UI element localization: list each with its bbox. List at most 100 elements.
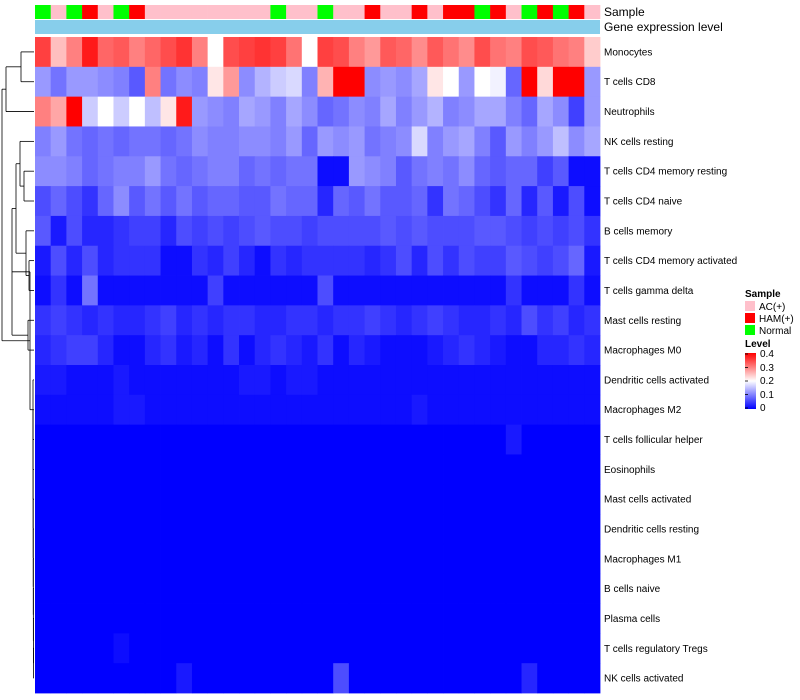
heatmap-cell <box>144 424 161 455</box>
heatmap-cell <box>395 305 413 336</box>
heatmap-cell <box>113 66 130 98</box>
heatmap-cell <box>333 156 350 187</box>
heatmap-cell <box>286 543 303 575</box>
heatmap-cell <box>82 365 99 396</box>
heatmap-cells <box>35 37 601 694</box>
heatmap-cell <box>207 275 224 306</box>
heatmap-cell <box>286 484 303 515</box>
heatmap-cell <box>411 365 428 396</box>
heatmap-cell <box>317 573 334 604</box>
heatmap-cell <box>50 275 67 306</box>
heatmap-cell <box>301 573 318 604</box>
heatmap-cell <box>380 394 397 426</box>
heatmap-cell <box>584 514 601 545</box>
heatmap-cell <box>207 335 224 366</box>
heatmap-cell <box>66 186 83 217</box>
heatmap-cell <box>82 514 99 545</box>
sample-annotation-cell <box>301 5 318 19</box>
heatmap-cell <box>82 156 99 187</box>
heatmap-cell <box>254 305 271 336</box>
heatmap-cell <box>191 543 209 575</box>
heatmap-cell <box>223 365 240 396</box>
legend-label-ham: HAM(+) <box>759 314 794 325</box>
heatmap-cell <box>223 156 240 187</box>
heatmap-cell <box>474 573 491 604</box>
heatmap-cell <box>552 335 570 366</box>
heatmap-cell <box>113 394 130 426</box>
heatmap-cell <box>66 96 83 127</box>
heatmap-cell <box>380 424 397 455</box>
heatmap-cell <box>537 454 554 485</box>
heatmap-cell <box>317 335 334 366</box>
heatmap-cell <box>458 603 475 634</box>
heatmap-cell <box>458 573 475 604</box>
heatmap-cell <box>552 245 570 276</box>
heatmap-cell <box>443 365 460 396</box>
heatmap-cell <box>113 275 130 306</box>
heatmap-cell <box>490 633 507 664</box>
heatmap-cell <box>584 603 601 634</box>
heatmap-cell <box>160 66 177 98</box>
heatmap-cell <box>207 245 224 276</box>
heatmap-cell <box>364 66 381 98</box>
heatmap-cell <box>207 424 224 455</box>
heatmap-cell <box>97 37 114 68</box>
heatmap-cell <box>552 186 570 217</box>
heatmap-cell <box>223 305 240 336</box>
heatmap-cell <box>113 37 130 68</box>
heatmap-cell <box>207 365 224 396</box>
heatmap-cell <box>458 37 475 68</box>
level-tick-0-2: 0.2 <box>760 376 774 387</box>
row-label: B cells memory <box>604 226 672 237</box>
sample-annotation-cell <box>395 5 412 19</box>
heatmap-cell <box>521 484 538 515</box>
heatmap-cell <box>333 275 350 306</box>
heatmap-cell <box>207 186 224 217</box>
heatmap-cell <box>301 633 318 664</box>
heatmap-cell <box>144 126 161 157</box>
heatmap-cell <box>427 603 444 634</box>
heatmap-cell <box>411 573 428 604</box>
sample-annotation-cell <box>97 5 114 19</box>
heatmap-cell <box>505 37 522 68</box>
heatmap-cell <box>317 365 334 396</box>
heatmap-cell <box>568 215 585 247</box>
heatmap-cell <box>301 305 318 336</box>
sample-annotation-cell <box>333 5 350 19</box>
heatmap-cell <box>552 215 570 247</box>
heatmap-cell <box>286 66 303 98</box>
heatmap-cell <box>50 126 67 157</box>
heatmap-cell <box>160 305 177 336</box>
heatmap-cell <box>584 484 601 515</box>
heatmap-cell <box>411 156 428 187</box>
heatmap-cell <box>239 156 256 187</box>
heatmap-cell <box>443 37 460 68</box>
heatmap-cell <box>474 424 491 455</box>
sample-annotation-cell <box>490 5 507 19</box>
heatmap-cell <box>35 215 52 247</box>
heatmap-cell <box>458 305 475 336</box>
heatmap-cell <box>317 633 334 664</box>
heatmap-cell <box>286 335 303 366</box>
heatmap-cell <box>82 484 99 515</box>
heatmap-cell <box>50 424 67 455</box>
sample-annotation-cell <box>286 5 303 19</box>
heatmap-cell <box>286 37 303 68</box>
heatmap-cell <box>254 66 271 98</box>
heatmap-cell <box>97 245 114 276</box>
heatmap-cell <box>317 96 334 127</box>
heatmap-cell <box>348 424 365 455</box>
heatmap-cell <box>301 424 318 455</box>
heatmap-cell <box>35 186 52 217</box>
heatmap-cell <box>568 424 585 455</box>
heatmap-cell <box>113 156 130 187</box>
heatmap-cell <box>443 66 460 98</box>
heatmap-cell <box>537 305 554 336</box>
heatmap-cell <box>427 37 444 68</box>
heatmap-cell <box>97 573 114 604</box>
heatmap-cell <box>254 394 271 426</box>
heatmap-cell <box>239 275 256 306</box>
heatmap-cell <box>301 96 318 127</box>
heatmap-cell <box>97 543 114 575</box>
heatmap-cell <box>301 126 318 157</box>
